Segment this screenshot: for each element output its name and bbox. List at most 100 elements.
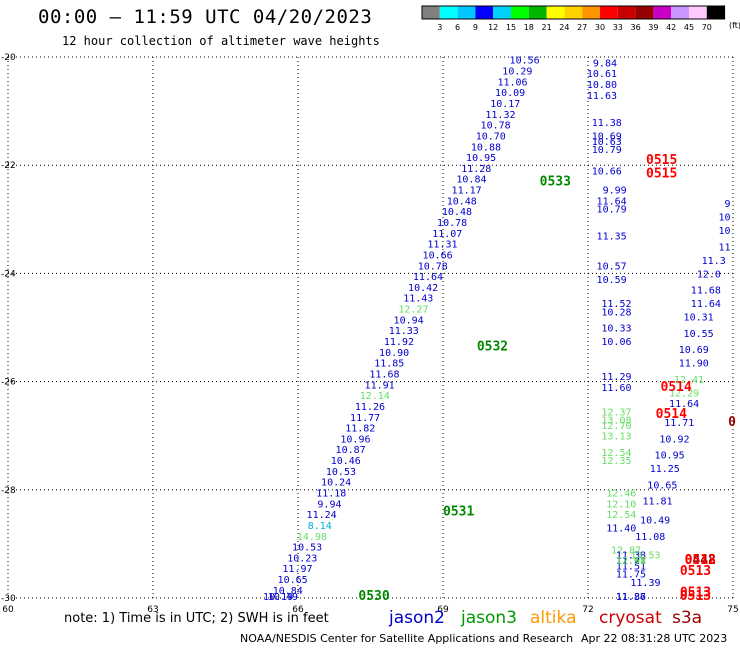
colorbar-swatch bbox=[582, 6, 600, 19]
swh-value-label: 13.53 bbox=[630, 551, 660, 562]
swh-value-label: 12.41 bbox=[674, 375, 704, 386]
colorbar-label: 70 bbox=[702, 23, 712, 32]
swh-value-label: 10.61 bbox=[587, 69, 617, 80]
swh-value-label: 10.17 bbox=[490, 99, 520, 110]
time-stamp-label: 0514 bbox=[661, 380, 692, 395]
swh-value-label: 10.63 bbox=[592, 137, 622, 148]
swh-value-label: 10.33 bbox=[601, 324, 631, 335]
swh-value-label: 11.82 bbox=[345, 424, 375, 435]
swh-value-label: 10.70 bbox=[476, 131, 506, 142]
colorbar-swatch bbox=[439, 6, 458, 19]
swh-value-label: 10.57 bbox=[597, 261, 627, 272]
chart-subtitle: 12 hour collection of altimeter wave hei… bbox=[62, 34, 380, 48]
swh-value-label: 9.84 bbox=[593, 58, 617, 69]
swh-value-label: 10.49 bbox=[640, 516, 670, 527]
swh-value-label: 11.17 bbox=[452, 186, 482, 197]
swh-value-label: 8.14 bbox=[308, 521, 332, 532]
y-tick-label: -30 bbox=[1, 594, 16, 604]
time-stamp-label: 0513 bbox=[680, 586, 711, 601]
swh-value-label: 12.70 bbox=[601, 421, 631, 432]
swh-value-label: 12.54 bbox=[606, 510, 636, 521]
swh-value-label: 11.92 bbox=[384, 337, 414, 348]
swh-value-label: 10 bbox=[719, 213, 731, 224]
colorbar-label: 33 bbox=[613, 23, 623, 32]
swh-value-label: 10.84 bbox=[456, 175, 486, 186]
swh-value-label: 11.68 bbox=[369, 369, 399, 380]
swh-value-label: 10.24 bbox=[321, 478, 351, 489]
swh-value-label: 9.94 bbox=[317, 499, 341, 510]
colorbar-swatch bbox=[546, 6, 565, 19]
swh-value-label: 11.29 bbox=[601, 372, 631, 383]
swh-value-label: 11.90 bbox=[679, 359, 709, 370]
chart-title: 00:00 — 11:59 UTC 04/20/2023 bbox=[38, 6, 373, 28]
colorbar-swatch bbox=[493, 6, 511, 19]
x-tick-label: 72 bbox=[582, 605, 593, 615]
swh-value-label: 11.51 bbox=[616, 562, 646, 573]
swh-value-label: 13.13 bbox=[601, 432, 631, 443]
swh-value-label: 10.55 bbox=[684, 329, 714, 340]
time-stamp-label: 0513 bbox=[680, 564, 711, 579]
swh-value-label: 10.65 bbox=[278, 575, 308, 586]
colorbar-label: 36 bbox=[631, 23, 641, 32]
colorbar-swatch bbox=[475, 6, 494, 19]
swh-value-label: 10.23 bbox=[287, 553, 317, 564]
time-stamp-label: 0515 bbox=[646, 166, 677, 181]
x-tick-label: 69 bbox=[437, 605, 449, 615]
tick-labels: 60 63 66 69 72 75 -20 -22 -24 -26 -28 -30 bbox=[1, 53, 739, 615]
swh-value-label: 10.94 bbox=[394, 315, 424, 326]
colorbar-label: 21 bbox=[542, 23, 552, 32]
swh-value-label: 10.90 bbox=[379, 348, 409, 359]
swh-value-label: 12.37 bbox=[616, 556, 646, 567]
swh-value-label: 11.32 bbox=[485, 110, 515, 121]
swh-value-label: 11.91 bbox=[365, 380, 395, 391]
swh-value-label: 10.66 bbox=[592, 167, 622, 178]
swh-value-label: 12.0 bbox=[697, 269, 721, 280]
colorbar-label: 39 bbox=[648, 23, 658, 32]
time-stamp-label: 0514 bbox=[656, 407, 687, 422]
legend-jason2: jason2 bbox=[389, 608, 445, 628]
colorbar-label: 24 bbox=[559, 23, 569, 32]
swh-value-label: 10.88 bbox=[471, 142, 501, 153]
swh-value-label: 10.80 bbox=[587, 80, 617, 91]
swh-value-label: 12.54 bbox=[601, 448, 631, 459]
swh-value-label: 10.53 bbox=[292, 543, 322, 554]
swh-value-label: 11.24 bbox=[307, 510, 337, 521]
colorbar-swatch bbox=[635, 6, 654, 19]
colorbar-swatch bbox=[617, 6, 636, 19]
colorbar-label: 30 bbox=[595, 23, 605, 32]
swh-value-label: 11.07 bbox=[432, 229, 462, 240]
swh-value-label: 10 bbox=[719, 226, 731, 237]
time-stamp-label: 0513 bbox=[685, 553, 716, 568]
y-tick-label: -20 bbox=[1, 53, 16, 63]
swh-value-label: 11.40 bbox=[606, 524, 636, 535]
swh-value-label: 12.87 bbox=[611, 545, 641, 556]
swh-value-label: 10.95 bbox=[466, 153, 496, 164]
swh-value-label: 14.98 bbox=[297, 532, 327, 543]
swh-value-label: 11.63 bbox=[587, 91, 617, 102]
swh-value-label: 11.71 bbox=[664, 418, 694, 429]
credit-line: NOAA/NESDIS Center for Satellite Applica… bbox=[240, 632, 574, 645]
colorbar-frame bbox=[421, 5, 726, 20]
time-stamp-label: 0530 bbox=[358, 589, 389, 604]
swh-value-label: 9.99 bbox=[603, 186, 627, 197]
swh-value-label: 11.37 bbox=[616, 592, 646, 603]
color-legend: 3 6 9 12 15 18 21 24 27 30 33 36 39 42 45 70 bbox=[421, 5, 726, 32]
swh-value-label: 11.38 bbox=[616, 551, 646, 562]
swh-value-label: 10.19 bbox=[263, 592, 293, 603]
swh-value-label: 11.43 bbox=[403, 294, 433, 305]
swh-value-label: 11.77 bbox=[350, 413, 380, 424]
swh-value-label: 11.64 bbox=[691, 299, 721, 310]
colorbar-label: 42 bbox=[666, 23, 676, 32]
swh-value-label: 11.28 bbox=[461, 164, 491, 175]
colorbar-label: 12 bbox=[488, 23, 498, 32]
colorbar-swatch bbox=[564, 6, 583, 19]
legend-altika: altika bbox=[530, 608, 577, 628]
colorbar-label: 6 bbox=[455, 23, 460, 32]
grid-lines bbox=[7, 56, 734, 599]
colorbar-label: 3 bbox=[437, 23, 442, 32]
colorbar-swatch bbox=[600, 6, 618, 19]
swh-value-label: 11.06 bbox=[497, 77, 527, 88]
swh-value-label: 10.69 bbox=[592, 131, 622, 142]
swh-value-label: 11.97 bbox=[282, 564, 312, 575]
